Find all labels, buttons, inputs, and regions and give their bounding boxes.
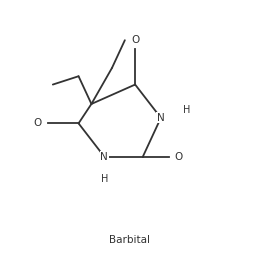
- Text: H: H: [101, 174, 108, 184]
- Text: O: O: [33, 118, 42, 128]
- Text: H: H: [183, 104, 190, 115]
- Text: N: N: [100, 152, 108, 162]
- Text: O: O: [175, 152, 183, 162]
- Text: Barbital: Barbital: [109, 235, 151, 245]
- Text: N: N: [157, 113, 165, 123]
- Text: O: O: [131, 35, 139, 45]
